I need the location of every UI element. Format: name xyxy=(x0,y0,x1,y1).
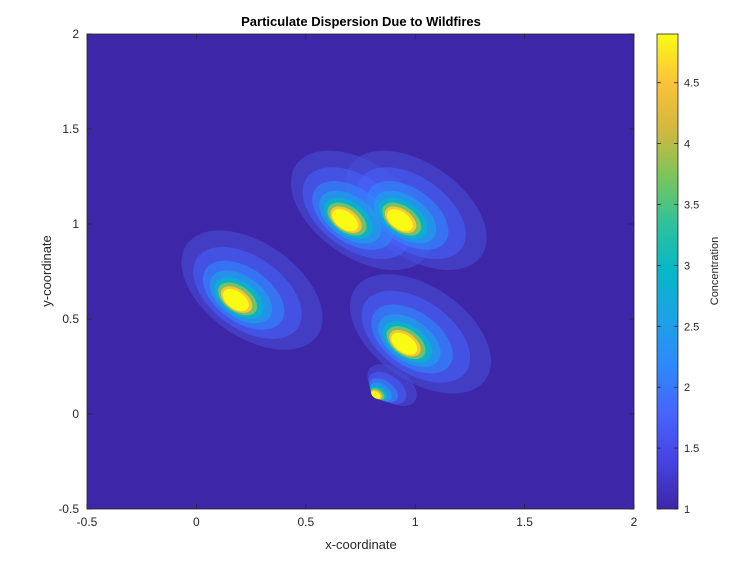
colorbar-ticks: 1 1.5 2 2.5 3 3.5 4 4.5 xyxy=(657,78,699,516)
plot-frame xyxy=(86,33,635,510)
y-tick-label: 1.5 xyxy=(62,122,79,136)
x-axis-ticks: -0.5 0 0.5 1 1.5 2 xyxy=(77,34,638,529)
plume-contour xyxy=(386,209,413,232)
colorbar-tick-label: 3.5 xyxy=(684,200,699,212)
plot-background xyxy=(87,34,634,509)
x-axis-label: x-coordinate xyxy=(325,537,397,552)
colorbar-tick-label: 1.5 xyxy=(684,443,699,455)
y-axis-ticks: -0.5 0 0.5 1 1.5 2 xyxy=(58,27,634,516)
concentration-field xyxy=(181,150,492,407)
colorbar-tick-label: 2 xyxy=(684,382,690,394)
colorbar-tick-label: 1 xyxy=(684,504,690,516)
x-tick-label: 0.5 xyxy=(297,515,314,529)
plot-area: -0.5 0 0.5 1 1.5 2 -0.5 0 0.5 1 1.5 2 xyxy=(58,27,637,529)
colorbar-gradient xyxy=(656,33,679,510)
x-tick-label: 2 xyxy=(631,515,638,529)
y-tick-label: 0 xyxy=(72,407,79,421)
colorbar-tick-label: 4.5 xyxy=(684,78,699,90)
y-tick-label: 0.5 xyxy=(62,312,79,326)
colorbar-label: Concentration xyxy=(709,237,721,306)
x-tick-label: -0.5 xyxy=(77,515,98,529)
y-tick-label: -0.5 xyxy=(58,502,79,516)
x-tick-label: 1 xyxy=(412,515,419,529)
colorbar-tick-label: 3 xyxy=(684,260,690,272)
plume-contour xyxy=(391,332,418,355)
y-axis-label: y-coordinate xyxy=(39,235,54,307)
plume-contour xyxy=(371,391,381,399)
x-tick-label: 1.5 xyxy=(516,515,533,529)
plume-contour xyxy=(332,209,359,232)
y-tick-label: 1 xyxy=(72,217,79,231)
plume-contour xyxy=(222,288,249,312)
colorbar-tick-label: 2.5 xyxy=(684,321,699,333)
colorbar: 1 1.5 2 2.5 3 3.5 4 4.5 xyxy=(656,33,699,516)
x-tick-label: 0 xyxy=(193,515,200,529)
colorbar-tick-label: 4 xyxy=(684,139,690,151)
y-tick-label: 2 xyxy=(72,27,79,41)
chart-title: Particulate Dispersion Due to Wildfires xyxy=(241,14,481,29)
